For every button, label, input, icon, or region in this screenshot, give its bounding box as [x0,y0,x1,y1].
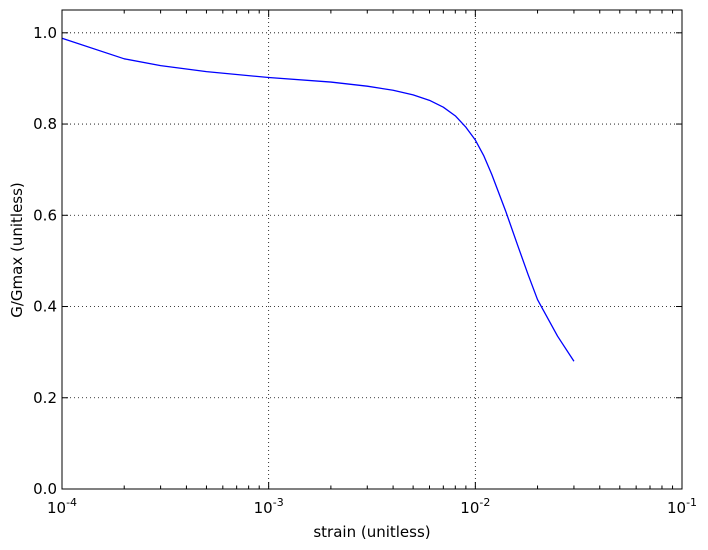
y-tick-label: 0.2 [33,389,57,407]
x-tick-label: 10-3 [254,496,284,517]
plot-frame [61,9,683,490]
y-tick-label: 0.8 [33,115,57,133]
grid-lines [62,10,682,489]
x-tick-label-base: 10 [254,499,273,517]
x-tick-label-exponent: -3 [273,496,284,509]
y-tick-label: 0.4 [33,298,57,316]
axis-ticks [61,10,683,490]
x-tick-label-base: 10 [47,499,66,517]
x-tick-label-exponent: -4 [66,496,77,509]
x-tick-label: 10-4 [47,496,77,517]
x-axis-label: strain (unitless) [313,523,430,541]
x-tick-label: 10-1 [667,496,697,517]
x-tick-label-base: 10 [460,499,479,517]
y-tick-label: 1.0 [33,24,57,42]
x-tick-label: 10-2 [460,496,490,517]
x-tick-label-base: 10 [667,499,686,517]
plot-area [61,37,575,362]
x-tick-label-exponent: -2 [479,496,490,509]
y-axis-label: G/Gmax (unitless) [8,182,26,318]
tick-labels: 0.00.20.40.60.81.010-4 10-3 10-2 10-1 [33,24,697,517]
y-tick-label: 0.6 [33,206,57,224]
y-tick-label: 0.0 [33,480,57,498]
x-tick-label-exponent: -1 [686,496,697,509]
series-line [61,37,575,362]
